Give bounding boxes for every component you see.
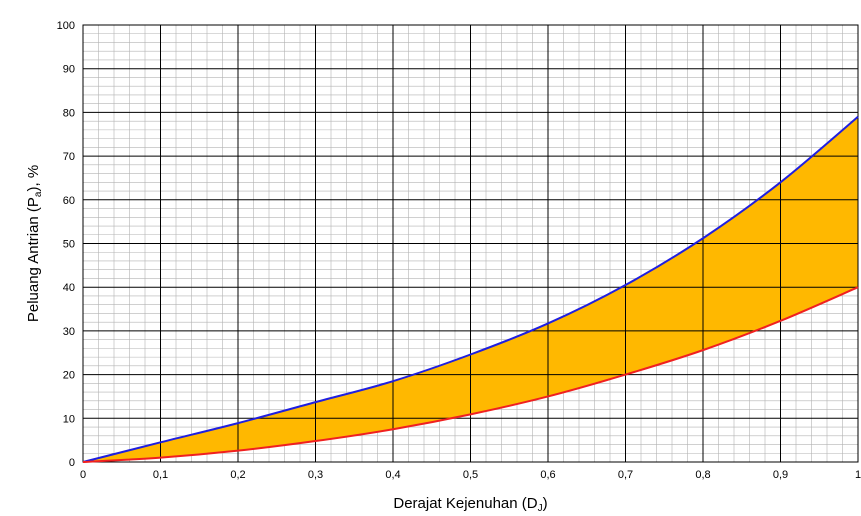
plot-frame xyxy=(82,24,859,463)
major-grid xyxy=(82,24,859,463)
y-tick-labels: 0 10 20 30 40 50 60 70 80 90 100 xyxy=(57,20,75,469)
y-tick-label: 40 xyxy=(63,282,75,294)
x-tick-label: 1 xyxy=(855,469,861,481)
y-tick-label: 90 xyxy=(63,64,75,76)
y-tick-label: 80 xyxy=(63,107,75,119)
y-axis-title: Peluang Antrian (Pa), % xyxy=(25,165,44,322)
x-tick-label: 0,1 xyxy=(153,469,168,481)
y-tick-label: 10 xyxy=(63,413,75,425)
y-tick-label: 0 xyxy=(69,457,75,469)
y-tick-label: 70 xyxy=(63,151,75,163)
x-tick-label: 0,8 xyxy=(695,469,710,481)
x-tick-labels: 0 0,1 0,2 0,3 0,4 0,5 0,6 0,7 0,8 0,9 1 xyxy=(80,469,861,481)
y-tick-label: 50 xyxy=(63,239,75,251)
x-axis-title: Derajat Kejenuhan (DJ) xyxy=(393,495,547,514)
upper-curve-line xyxy=(82,116,859,463)
series-layer xyxy=(82,116,859,463)
y-tick-label: 100 xyxy=(57,20,75,32)
x-tick-label: 0,3 xyxy=(308,469,323,481)
x-tick-label: 0,2 xyxy=(230,469,245,481)
y-tick-label: 30 xyxy=(63,326,75,338)
y-tick-label: 20 xyxy=(63,370,75,382)
x-tick-label: 0,4 xyxy=(385,469,400,481)
x-tick-label: 0,6 xyxy=(540,469,555,481)
x-tick-label: 0,7 xyxy=(618,469,633,481)
lower-curve-line xyxy=(82,286,859,463)
x-tick-label: 0,9 xyxy=(773,469,788,481)
y-tick-label: 60 xyxy=(63,195,75,207)
x-tick-label: 0 xyxy=(80,469,86,481)
x-tick-label: 0,5 xyxy=(463,469,478,481)
